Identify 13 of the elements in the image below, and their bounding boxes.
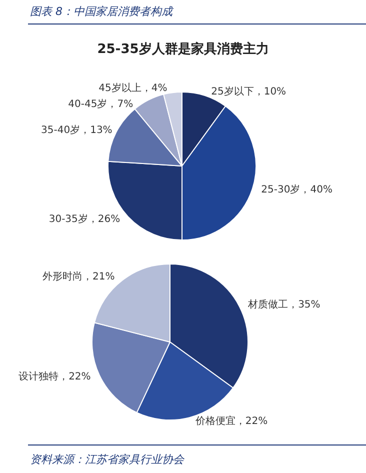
slice-label: 25岁以下，10%	[211, 85, 286, 98]
text: 图表 8：中国家居消费者构成	[30, 5, 174, 18]
slice-label: 30-35岁，26%	[48, 212, 120, 225]
slice-label: 25-30岁，40%	[261, 184, 332, 196]
slice-label: 40-45岁，7%	[68, 98, 134, 110]
slice-label: 45岁以上，4%	[98, 82, 168, 94]
chart-title: 25-35岁人群是家具消费主力	[97, 41, 269, 57]
slice-label: 材质做工，35%	[247, 298, 320, 310]
slice-label: 35-40岁，13%	[41, 124, 112, 136]
slice-label: 外形时尚，21%	[42, 270, 115, 283]
slice-label: 设计独特，22%	[18, 370, 91, 382]
slice-label: 价格便宜，22%	[194, 414, 268, 427]
text: 资料来源：江苏省家具行业协会	[30, 453, 185, 466]
